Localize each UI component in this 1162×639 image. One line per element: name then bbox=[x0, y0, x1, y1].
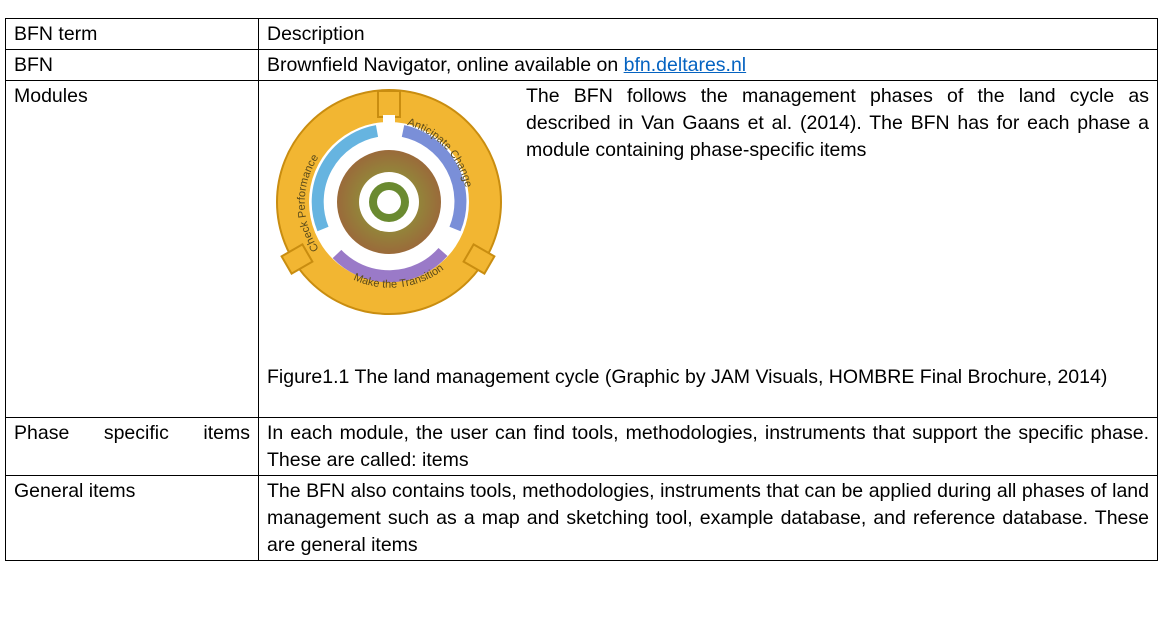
description: The BFN follows the management phases of… bbox=[526, 85, 1149, 161]
term-cell: Phase specific items bbox=[5, 417, 259, 476]
row: General items The BFN also contains tool… bbox=[5, 475, 1158, 561]
figure-caption: Figure1.1 The land management cycle (Gra… bbox=[267, 366, 1108, 388]
row: Phase specific items In each module, the… bbox=[5, 417, 1158, 476]
term-cell: Modules bbox=[5, 80, 259, 418]
row: BFN Brownfield Navigator, online availab… bbox=[5, 49, 1158, 81]
terms-table: BFN term Description BFN Brownfield Navi… bbox=[5, 18, 1158, 561]
header-cell: BFN term bbox=[5, 18, 259, 50]
description-cell: The BFN also contains tools, methodologi… bbox=[258, 475, 1158, 561]
header-cell: Description bbox=[258, 18, 1158, 50]
term-cell: General items bbox=[5, 475, 259, 561]
land-cycle-figure: Check Performance Anticipate Change Make… bbox=[276, 89, 502, 315]
description: Brownfield Navigator, online available o… bbox=[267, 54, 624, 76]
link[interactable]: bfn.deltares.nl bbox=[623, 54, 747, 76]
description-cell: Check Performance Anticipate Change Make… bbox=[258, 80, 1158, 418]
term-cell: BFN bbox=[5, 49, 259, 81]
module-cell: Check Performance Anticipate Change Make… bbox=[267, 83, 1149, 416]
description-cell: Brownfield Navigator, online available o… bbox=[258, 49, 1158, 81]
description-cell: In each module, the user can find tools,… bbox=[258, 417, 1158, 476]
header-row: BFN term Description bbox=[5, 18, 1158, 50]
row: Modules bbox=[5, 80, 1158, 418]
